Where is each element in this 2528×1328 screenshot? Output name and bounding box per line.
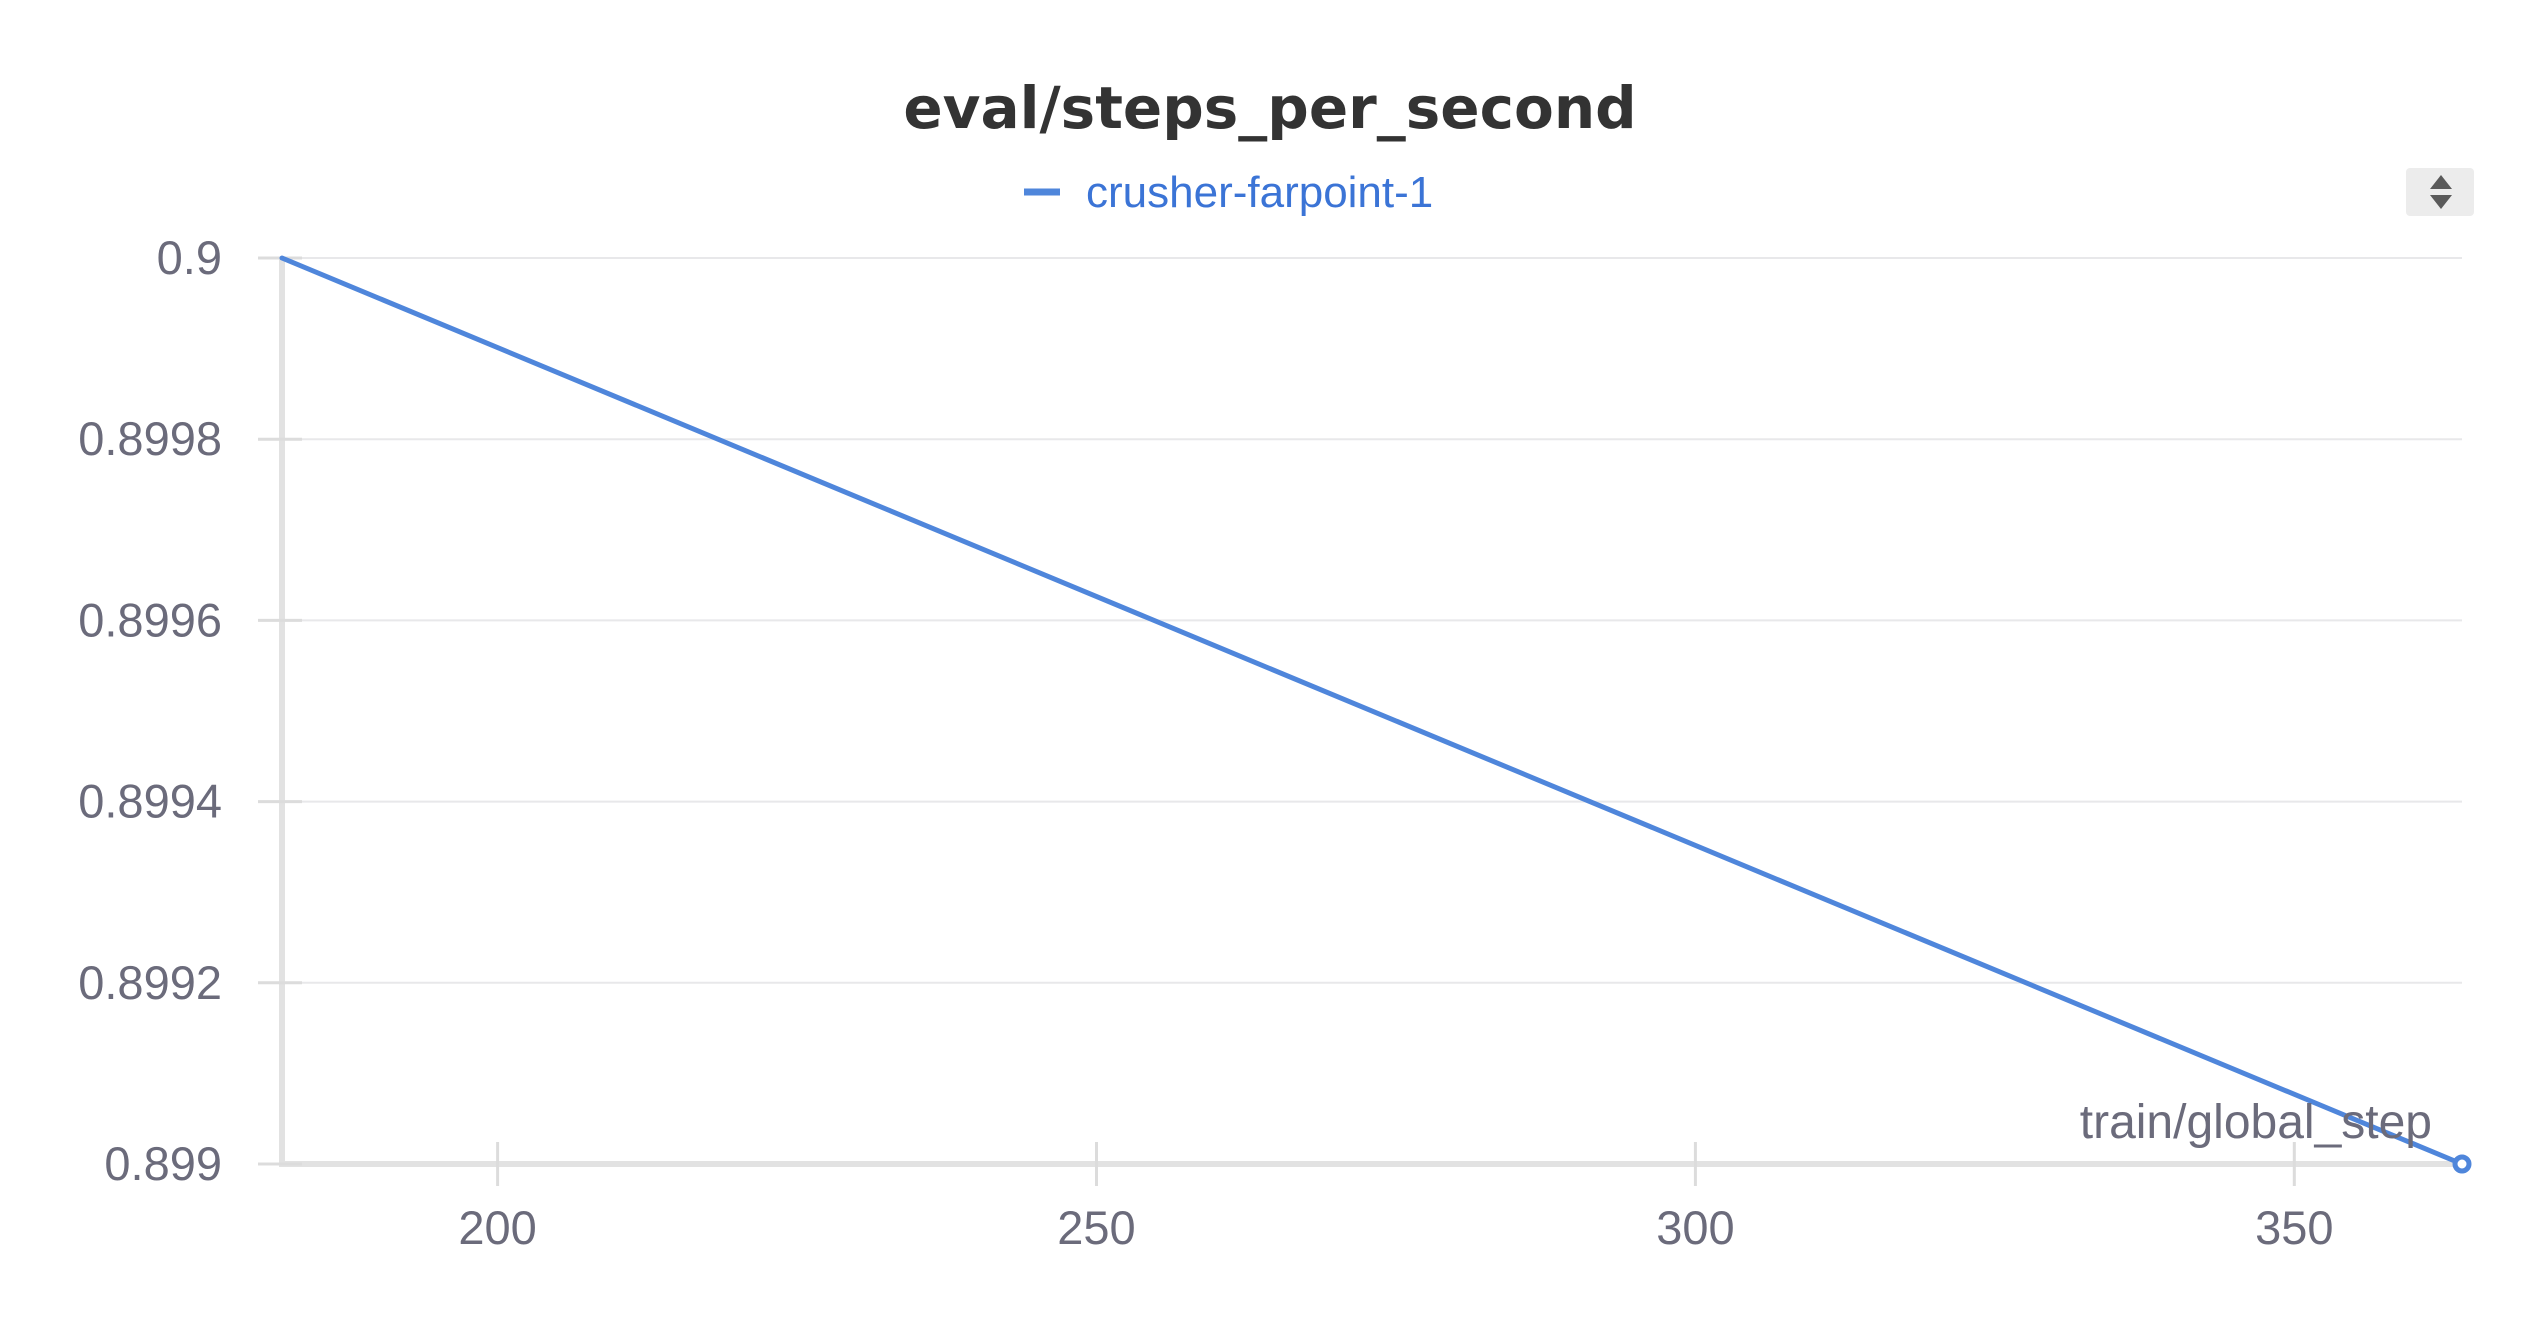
series-layer — [279, 255, 2472, 1174]
legend: crusher-farpoint-1 — [1024, 168, 1433, 217]
legend-label: crusher-farpoint-1 — [1086, 168, 1433, 217]
grid-lines — [282, 257, 2462, 984]
y-axis-ticks: 0.899 0.8992 0.8994 0.8996 0.8998 0.9 — [78, 231, 302, 1190]
axes — [279, 258, 2462, 1167]
x-axis-label: train/global_step — [2080, 1096, 2432, 1149]
series-line-crusher-farpoint-1 — [279, 255, 2465, 1167]
x-axis-ticks: 200 250 300 350 — [458, 1142, 2334, 1254]
x-tick-label: 250 — [1057, 1201, 1135, 1254]
x-tick-label: 300 — [1656, 1201, 1734, 1254]
y-tick-label: 0.899 — [104, 1137, 222, 1190]
up-arrow-icon — [2430, 175, 2452, 189]
legend-scroll-button[interactable] — [2406, 168, 2474, 216]
y-tick-label: 0.8992 — [78, 956, 222, 1009]
down-arrow-icon — [2430, 195, 2452, 209]
y-tick-label: 0.8996 — [78, 593, 222, 646]
chart-title: eval/steps_per_second — [903, 74, 1636, 142]
y-tick-label: 0.9 — [157, 231, 222, 284]
y-tick-label: 0.8998 — [78, 412, 222, 465]
x-tick-label: 350 — [2255, 1201, 2333, 1254]
y-tick-label: 0.8994 — [78, 775, 222, 828]
series-end-point — [2452, 1154, 2472, 1174]
x-tick-label: 200 — [458, 1201, 536, 1254]
